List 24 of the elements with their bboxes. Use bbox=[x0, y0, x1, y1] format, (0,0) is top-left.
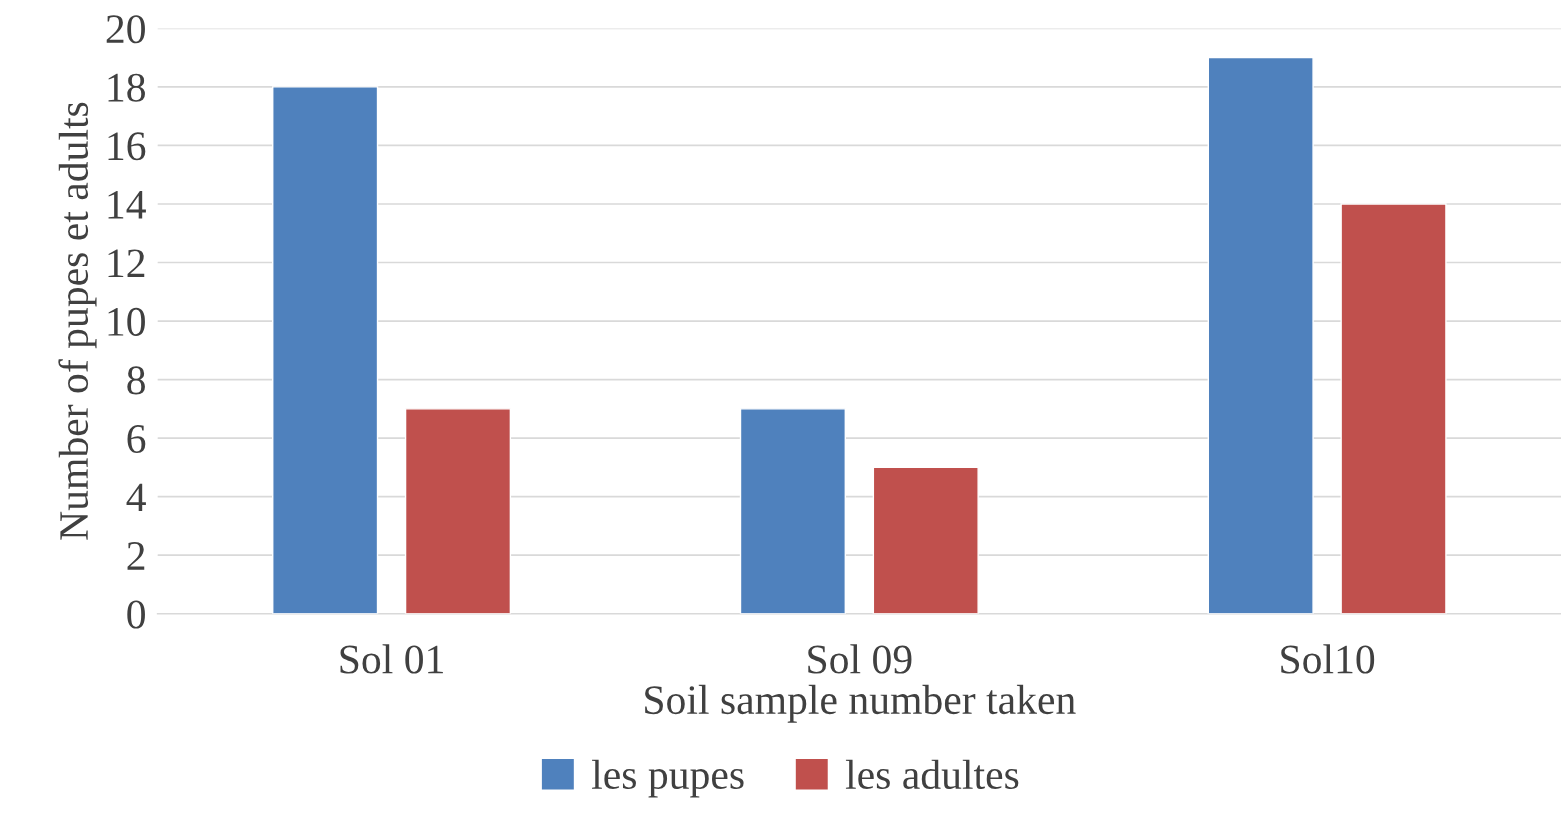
bar bbox=[1340, 203, 1447, 614]
y-tick-label: 4 bbox=[126, 483, 146, 512]
y-tick-label: 16 bbox=[108, 132, 146, 161]
bar bbox=[1207, 56, 1314, 614]
y-tick-label: 14 bbox=[108, 190, 146, 219]
x-tick-label: Sol 01 bbox=[340, 644, 443, 674]
bar bbox=[404, 408, 512, 614]
bar bbox=[272, 86, 379, 614]
legend-label: les pupes bbox=[592, 759, 744, 798]
y-tick-label: 6 bbox=[127, 424, 146, 453]
y-tick-label: 10 bbox=[108, 307, 145, 336]
bar bbox=[739, 408, 846, 614]
legend-label: les adultes bbox=[845, 759, 1019, 790]
x-axis-title: Soil sample number taken bbox=[645, 684, 1076, 723]
bar bbox=[872, 466, 979, 614]
y-tick-label: 2 bbox=[127, 542, 145, 570]
y-tick-label: 0 bbox=[127, 600, 145, 629]
y-tick-label: 12 bbox=[108, 249, 145, 277]
y-tick-label: 20 bbox=[106, 15, 145, 44]
x-tick-label: Sol10 bbox=[1281, 644, 1375, 674]
y-tick-label: 8 bbox=[127, 366, 145, 395]
y-tick-label: 18 bbox=[108, 73, 145, 102]
x-tick-label: Sol 09 bbox=[808, 644, 912, 674]
y-axis-title: Number of pupes et adults bbox=[58, 102, 97, 540]
